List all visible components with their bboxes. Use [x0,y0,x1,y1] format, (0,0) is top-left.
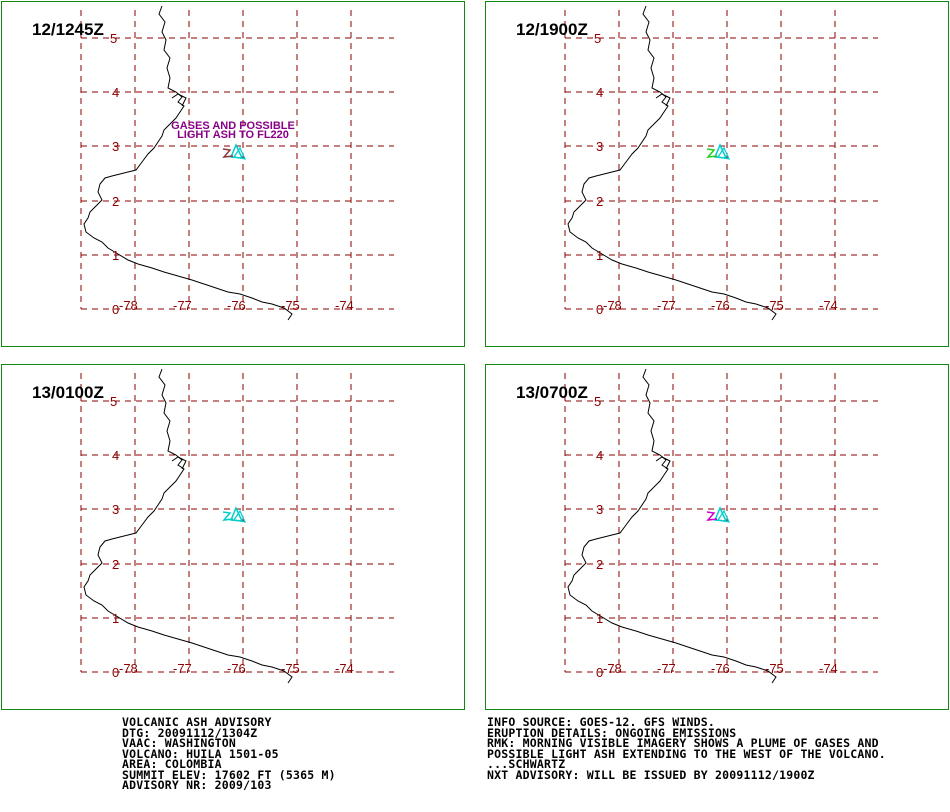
advisory-line: ...SCHWARTZ [487,757,566,771]
longitude-label: -78 [603,661,622,676]
latitude-label: 5 [110,394,117,409]
coastline-detail [171,456,187,470]
longitude-label: -75 [281,661,300,676]
plume-edge [706,148,718,158]
coastline-detail [171,93,187,107]
longitude-label: -78 [119,298,138,313]
latitude-label: 0 [596,665,603,680]
advisory-header-left: VOLCANIC ASH ADVISORY DTG: 20091112/1304Z… [122,717,336,791]
plume-edge [706,511,718,521]
latitude-label: 3 [596,502,603,517]
advisory-line: SUMMIT ELEV: 17602 FT (5365 M) [122,767,336,782]
coastline [83,368,293,684]
longitude-label: -76 [711,298,730,313]
plume-annotation: GASES AND POSSIBLE [171,120,295,132]
advisory-line: RMK: MORNING VISIBLE IMAGERY SHOWS A PLU… [487,736,879,750]
longitude-label: -76 [711,661,730,676]
longitude-label: -78 [603,298,622,313]
advisory-line: POSSIBLE LIGHT ASH EXTENDING TO THE WEST… [487,746,886,761]
longitude-label: -77 [657,298,676,313]
map-canvas: 5 4 3 2 1 0 -78 -77 -76 -75 -74 [564,5,878,321]
longitude-label: -74 [819,298,838,313]
forecast-time-label: 12/1245Z [32,20,104,39]
advisory-details-right: INFO SOURCE: GOES-12. GFS WINDS. ERUPTION… [487,717,886,780]
latitude-label: 0 [112,665,119,680]
coastline-detail [655,93,671,107]
advisory-line: VOLCANIC ASH ADVISORY [122,715,272,729]
latitude-label: 2 [112,194,119,209]
map-panel-4: 5 4 3 2 1 0 -78 -77 -76 -75 -74 13/0700Z [485,364,949,710]
coastline [567,368,777,684]
longitude-label: -78 [119,661,138,676]
latitude-label: 4 [112,85,119,100]
advisory-line: ADVISORY NR: 2009/103 [122,778,272,792]
latitude-label: 3 [112,502,119,517]
latitude-label: 5 [594,31,601,46]
longitude-label: -77 [173,298,192,313]
map-canvas: 5 4 3 2 1 0 -78 -77 -76 -75 -74 [564,368,878,684]
latitude-label: 4 [596,85,603,100]
advisory-line: INFO SOURCE: GOES-12. GFS WINDS. [487,715,715,729]
latitude-label: 2 [112,557,119,572]
map-panel-1: 5 4 3 2 1 0 -78 -77 -76 -75 -74 GASES AND POSSIBLE L… [1,1,465,347]
forecast-time-label: 13/0100Z [32,383,104,402]
latitude-label: 4 [596,448,603,463]
advisory-line: VAAC: WASHINGTON [122,736,236,750]
advisory-line: AREA: COLOMBIA [122,757,222,771]
map-canvas: 5 4 3 2 1 0 -78 -77 -76 -75 -74 [80,368,394,684]
advisory-line: DTG: 20091112/1304Z [122,725,258,740]
ash-plume-outline [716,509,731,523]
longitude-label: -75 [765,661,784,676]
longitude-label: -76 [227,661,246,676]
coastline [567,5,777,321]
coastline-detail [655,456,671,470]
latitude-label: 1 [112,248,119,263]
ash-plume-outline [232,509,247,523]
latitude-label: 4 [112,448,119,463]
longitude-label: -74 [819,661,838,676]
longitude-label: -74 [335,298,354,313]
longitude-label: -74 [335,661,354,676]
forecast-time-label: 13/0700Z [516,383,588,402]
latitude-label: 1 [112,611,119,626]
latitude-label: 1 [596,248,603,263]
map-canvas: 5 4 3 2 1 0 -78 -77 -76 -75 -74 GASES AND POSSIBLEL… [80,5,394,321]
map-panel-2: 5 4 3 2 1 0 -78 -77 -76 -75 -74 12/1900Z [485,1,949,347]
latitude-label: 5 [594,394,601,409]
longitude-label: -77 [173,661,192,676]
longitude-label: -76 [227,298,246,313]
ash-plume-outline [232,146,247,160]
plume-edge [222,511,234,521]
coastline [83,5,293,321]
advisory-line: VOLCANO: HUILA 1501-05 [122,746,279,761]
latitude-label: 3 [112,139,119,154]
latitude-label: 0 [112,302,119,317]
latitude-label: 1 [596,611,603,626]
forecast-time-label: 12/1900Z [516,20,588,39]
latitude-label: 2 [596,557,603,572]
longitude-label: -77 [657,661,676,676]
longitude-label: -75 [281,298,300,313]
plume-annotation: LIGHT ASH TO FL220 [177,129,289,141]
ash-plume-outline [716,146,731,160]
latitude-label: 5 [110,31,117,46]
latitude-label: 3 [596,139,603,154]
latitude-label: 2 [596,194,603,209]
map-panel-3: 5 4 3 2 1 0 -78 -77 -76 -75 -74 13/0100Z [1,364,465,710]
plume-edge [222,148,234,158]
longitude-label: -75 [765,298,784,313]
advisory-line: NXT ADVISORY: WILL BE ISSUED BY 20091112… [487,767,815,782]
latitude-label: 0 [596,302,603,317]
advisory-line: ERUPTION DETAILS: ONGOING EMISSIONS [487,725,737,740]
